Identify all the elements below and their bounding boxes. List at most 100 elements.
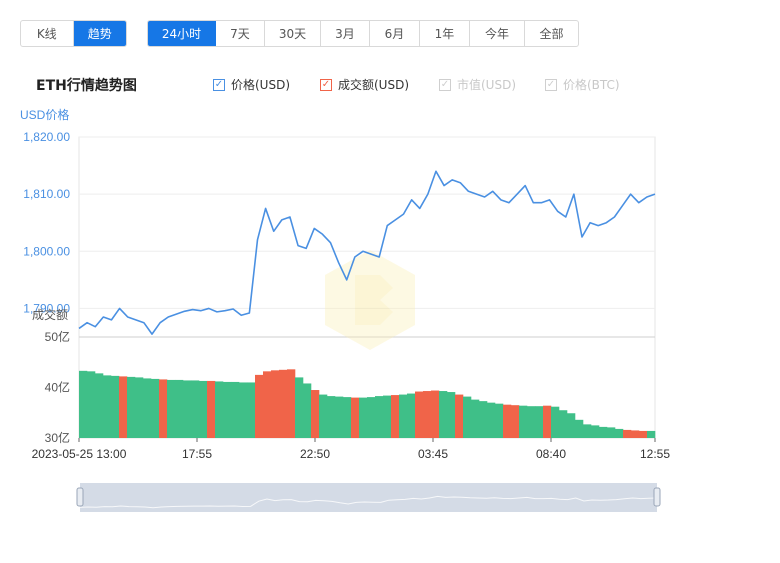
- navigator-left-handle[interactable]: [76, 487, 84, 507]
- range-1y-button[interactable]: 1年: [420, 21, 470, 46]
- checkbox-icon[interactable]: ✓: [320, 78, 332, 91]
- volume-bar: [199, 380, 208, 438]
- volume-bar: [399, 394, 408, 438]
- volume-bar: [175, 379, 184, 438]
- volume-bar: [151, 378, 160, 438]
- volume-bar: [415, 391, 424, 438]
- volume-tick-label: 50亿: [45, 329, 70, 344]
- volume-bar: [471, 399, 480, 438]
- volume-bar: [639, 430, 648, 438]
- range-ytd-button[interactable]: 今年: [470, 21, 525, 46]
- volume-tick-label: 40亿: [45, 380, 70, 395]
- price-tick-label: 1,820.00: [23, 130, 70, 144]
- volume-bar: [375, 396, 384, 438]
- trend-mode-button[interactable]: 趋势: [73, 21, 126, 46]
- legend-label: 价格(BTC): [563, 78, 620, 92]
- volume-bar: [551, 406, 560, 438]
- mode-toggle-group: K线 趋势: [20, 20, 127, 47]
- volume-bar: [247, 382, 256, 438]
- chart-title: ETH行情趋势图: [36, 78, 137, 94]
- volume-bar: [591, 425, 600, 439]
- legend-volume-usd[interactable]: ✓ 成交额(USD): [320, 76, 409, 93]
- volume-bar: [239, 382, 248, 438]
- range-3m-button[interactable]: 3月: [321, 21, 370, 46]
- volume-bar: [167, 379, 176, 438]
- range-24h-button[interactable]: 24小时: [148, 21, 216, 46]
- watermark-logo: [325, 250, 415, 350]
- legend-label: 成交额(USD): [338, 78, 410, 92]
- volume-bar: [231, 381, 240, 438]
- legend-price-btc[interactable]: ✓ 价格(BTC): [545, 76, 620, 93]
- volume-bar: [463, 396, 472, 438]
- checkbox-icon[interactable]: ✓: [213, 78, 225, 91]
- volume-bar: [615, 428, 624, 438]
- volume-bar: [527, 406, 536, 438]
- volume-tick-label: 30亿: [45, 430, 70, 445]
- price-axis-label: USD价格: [20, 107, 69, 122]
- volume-bar: [103, 375, 112, 438]
- volume-bar: [271, 370, 280, 438]
- volume-bar: [111, 375, 120, 438]
- range-6m-button[interactable]: 6月: [370, 21, 420, 46]
- price-volume-chart: 1,820.00 1,810.00 1,800.00 1,790.00 50亿 40亿 30…: [20, 107, 670, 461]
- volume-bar: [407, 393, 416, 438]
- volume-bar: [511, 405, 520, 438]
- volume-bar: [223, 381, 232, 438]
- volume-bar: [455, 394, 464, 438]
- volume-bar: [95, 373, 104, 438]
- volume-bar: [647, 430, 656, 438]
- volume-bar: [263, 371, 272, 438]
- volume-bar: [327, 396, 336, 438]
- price-line: [78, 170, 656, 335]
- legend-price-usd[interactable]: ✓ 价格(USD): [213, 76, 290, 93]
- legend-marketcap-usd[interactable]: ✓ 市值(USD): [439, 76, 516, 93]
- volume-bar: [183, 380, 192, 438]
- volume-bar: [255, 374, 264, 439]
- volume-bar: [439, 391, 448, 438]
- volume-bar: [543, 405, 552, 438]
- volume-bar: [79, 370, 88, 438]
- volume-bar: [287, 369, 296, 438]
- navigator-background: [80, 483, 657, 512]
- volume-bar: [559, 410, 568, 438]
- volume-bar: [391, 395, 400, 438]
- checkbox-icon[interactable]: ✓: [439, 78, 451, 91]
- checkbox-icon[interactable]: ✓: [545, 78, 557, 91]
- volume-bar: [479, 401, 488, 438]
- volume-bar: [367, 397, 376, 438]
- volume-bar: [631, 430, 640, 438]
- x-tick-label: 03:45: [418, 447, 448, 461]
- volume-bar: [431, 390, 440, 438]
- volume-bar: [599, 426, 608, 438]
- volume-bar: [319, 394, 328, 438]
- volume-bar: [535, 406, 544, 438]
- kline-mode-button[interactable]: K线: [21, 21, 74, 46]
- volume-bar: [351, 397, 360, 438]
- volume-bar: [575, 419, 584, 438]
- volume-bar: [127, 376, 136, 438]
- volume-bar: [583, 424, 592, 438]
- volume-bar: [135, 377, 144, 438]
- volume-bar: [207, 380, 216, 438]
- volume-bar: [335, 396, 344, 438]
- range-30d-button[interactable]: 30天: [265, 21, 321, 46]
- volume-bar: [311, 390, 320, 438]
- volume-bar: [279, 369, 288, 438]
- volume-bar: [359, 397, 368, 438]
- x-tick-label: 22:50: [300, 447, 330, 461]
- volume-bar: [447, 392, 456, 438]
- volume-bar: [87, 371, 96, 438]
- x-tick-label: 2023-05-25 13:00: [32, 447, 127, 461]
- range-navigator[interactable]: [0, 478, 780, 518]
- volume-bar: [487, 402, 496, 438]
- navigator-right-handle[interactable]: [653, 487, 661, 507]
- volume-bar: [495, 403, 504, 438]
- volume-bar: [519, 405, 528, 438]
- navigator-line: [79, 495, 658, 509]
- range-all-button[interactable]: 全部: [539, 27, 564, 41]
- volume-bar: [383, 395, 392, 438]
- volume-bar: [159, 379, 168, 438]
- volume-bar: [143, 378, 152, 438]
- range-7d-button[interactable]: 7天: [216, 21, 265, 46]
- volume-bar: [607, 427, 616, 438]
